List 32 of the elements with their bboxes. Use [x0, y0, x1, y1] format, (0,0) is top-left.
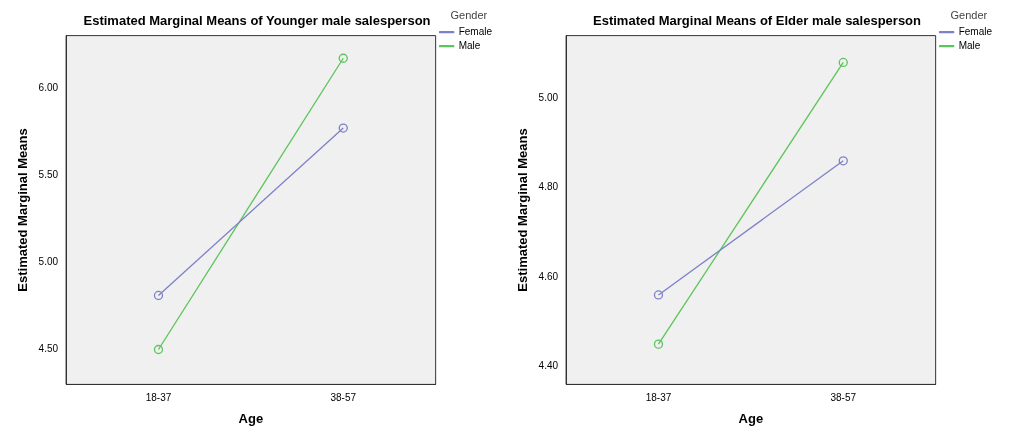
y-axis-title: Estimated Marginal Means	[515, 128, 531, 292]
y-tick-label: 5.00	[538, 91, 559, 103]
point	[838, 156, 848, 166]
y-tick-label: 4.40	[538, 360, 559, 372]
legend-title: Gender	[450, 8, 488, 21]
x-tick-label: 38-57	[330, 392, 357, 404]
point	[653, 290, 664, 300]
legend-label: Male	[958, 39, 981, 51]
legend-label: Male	[458, 39, 481, 51]
x-axis-title: Age	[238, 410, 264, 426]
point	[838, 57, 848, 68]
chart-title: Estimated Marginal Means of Younger male salesperson	[83, 13, 431, 29]
y-tick-label: 4.50	[38, 343, 59, 355]
point	[153, 344, 164, 355]
point	[338, 53, 348, 63]
legend-label: Female	[958, 25, 993, 37]
point	[153, 290, 164, 301]
y-axis-title: Estimated Marginal Means	[15, 128, 31, 292]
x-axis-title: Age	[738, 410, 764, 426]
point	[653, 339, 664, 349]
x-tick-label: 18-37	[645, 392, 672, 404]
chart-title: Estimated Marginal Means of Elder male salesperson	[592, 13, 922, 29]
legend-title: Gender	[950, 8, 988, 21]
point	[338, 123, 348, 133]
x-tick-label: 18-37	[145, 392, 172, 404]
y-tick-label: 4.80	[538, 181, 559, 193]
y-tick-label: 6.00	[38, 81, 59, 93]
x-tick-label: 38-57	[830, 392, 857, 404]
y-tick-label: 5.50	[38, 168, 59, 180]
legend-label: Female	[458, 25, 493, 37]
y-tick-label: 5.00	[38, 256, 59, 268]
y-tick-label: 4.60	[538, 270, 559, 282]
